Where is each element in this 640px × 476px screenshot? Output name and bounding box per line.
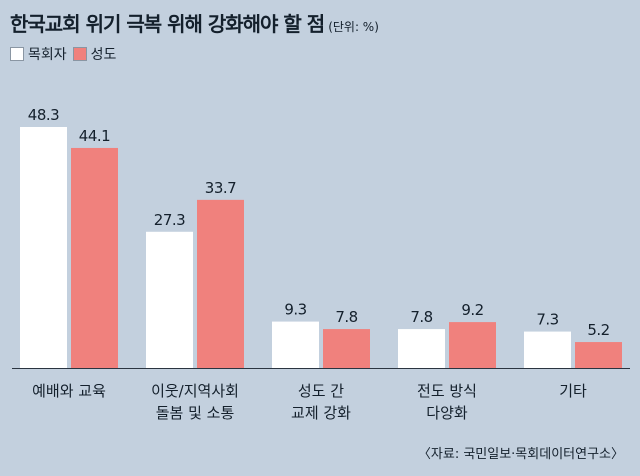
legend-swatch-pastor bbox=[10, 47, 24, 61]
data-label-s1-c3: 9.2 bbox=[461, 301, 483, 319]
data-label-s1-c0: 44.1 bbox=[79, 127, 110, 145]
legend-item-pastor: 목회자 bbox=[10, 44, 67, 64]
legend-swatch-member bbox=[72, 47, 87, 61]
legend-item-member: 성도 bbox=[72, 44, 117, 64]
data-label-s0-c2: 9.3 bbox=[284, 301, 306, 319]
title-text: 한국교회 위기 극복 위해 강화해야 할 점 bbox=[10, 12, 325, 36]
bar-s0-c3 bbox=[398, 329, 445, 368]
data-label-s1-c2: 7.8 bbox=[335, 308, 357, 326]
legend-label-pastor: 목회자 bbox=[28, 47, 67, 63]
bar-s1-c2 bbox=[323, 329, 370, 368]
data-label-s0-c1: 27.3 bbox=[154, 211, 185, 229]
data-label-s0-c3: 7.8 bbox=[410, 308, 432, 326]
bar-s1-c4 bbox=[575, 342, 622, 368]
bar-s0-c1 bbox=[146, 231, 193, 368]
category-label-c3-l1: 다양화 bbox=[426, 404, 468, 422]
category-label-c1-l0: 이웃/지역사회 bbox=[151, 382, 239, 400]
bar-s1-c0 bbox=[71, 147, 118, 368]
bar-s0-c2 bbox=[272, 321, 319, 368]
category-label-c4-l0: 기타 bbox=[559, 382, 587, 400]
data-label-s1-c4: 5.2 bbox=[587, 321, 609, 339]
category-label-c2-l1: 교제 강화 bbox=[291, 404, 351, 422]
category-label-c0-l0: 예배와 교육 bbox=[32, 382, 106, 400]
category-label-c1-l1: 돌봄 및 소통 bbox=[156, 404, 235, 422]
bar-s1-c1 bbox=[197, 199, 244, 368]
bar-s0-c0 bbox=[20, 127, 67, 368]
category-label-c3-l0: 전도 방식 bbox=[417, 382, 477, 400]
chart-title: 한국교회 위기 극복 위해 강화해야 할 점 (단위: %) bbox=[10, 8, 379, 37]
data-label-s0-c4: 7.3 bbox=[536, 311, 558, 329]
unit-label: (단위: %) bbox=[328, 20, 379, 34]
legend: 목회자 성도 bbox=[10, 44, 122, 64]
bar-s1-c3 bbox=[449, 322, 496, 368]
source-note: 〈자료: 국민일보·목회데이터연구소〉 bbox=[417, 447, 624, 462]
category-label-c2-l0: 성도 간 bbox=[298, 382, 344, 400]
bar-s0-c4 bbox=[524, 331, 571, 368]
legend-label-member: 성도 bbox=[90, 47, 117, 63]
data-label-s0-c0: 48.3 bbox=[28, 106, 59, 124]
data-label-s1-c1: 33.7 bbox=[205, 179, 236, 197]
